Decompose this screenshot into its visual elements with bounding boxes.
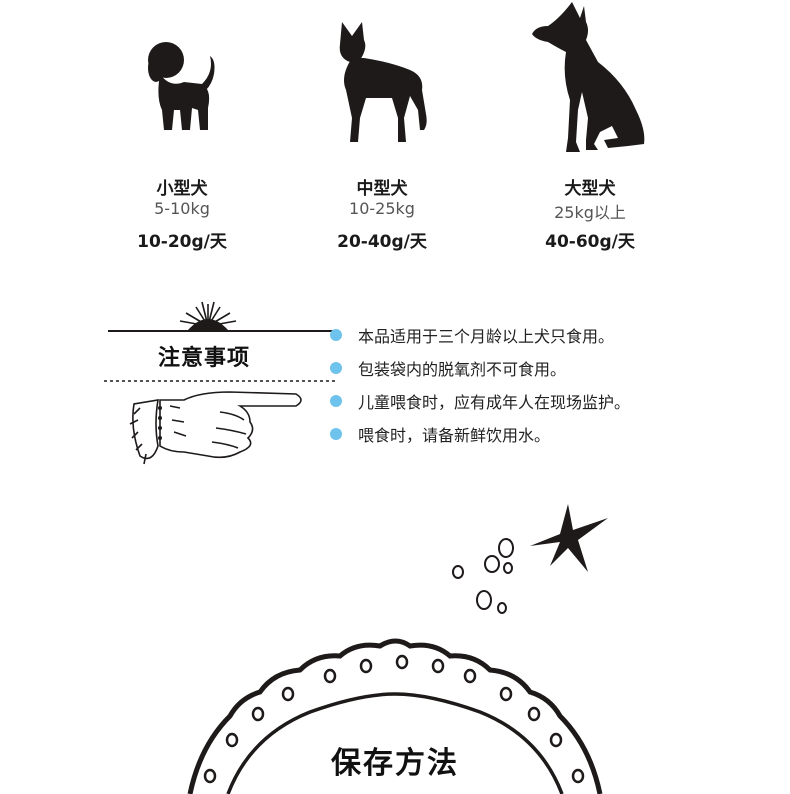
bullet-dot — [330, 361, 342, 374]
medium-dog-silhouette — [339, 22, 427, 142]
storage-badge-frame — [187, 638, 603, 794]
large-dog-silhouette — [532, 2, 645, 152]
notice-title: 注意事项 — [158, 346, 251, 371]
dog-size-label: 小型犬 — [156, 179, 208, 199]
sparkle-icon — [530, 504, 608, 572]
bullet-dot — [330, 394, 342, 407]
list-item: 本品适用于三个月龄以上犬只食用。 — [330, 318, 630, 351]
dog-weight-range: 25kg以上 — [554, 203, 626, 222]
small-dog-silhouette — [148, 42, 215, 130]
notice-text: 儿童喂食时，应有成年人在现场监护。 — [358, 392, 631, 412]
storage-title: 保存方法 — [331, 746, 459, 781]
dog-feeding-amount: 40-60g/天 — [545, 232, 635, 252]
notice-list: 本品适用于三个月龄以上犬只食用。 包装袋内的脱氧剂不可食用。 儿童喂食时，应有成… — [330, 318, 630, 450]
notice-text: 本品适用于三个月龄以上犬只食用。 — [358, 326, 615, 346]
dog-weight-range: 5-10kg — [154, 199, 210, 218]
bullet-dot — [330, 328, 342, 341]
dog-size-label: 中型犬 — [356, 179, 408, 199]
dog-feeding-amount: 10-20g/天 — [137, 232, 227, 252]
list-item: 儿童喂食时，应有成年人在现场监护。 — [330, 384, 630, 417]
dog-weight-range: 10-25kg — [349, 199, 415, 218]
dog-feeding-amount: 20-40g/天 — [337, 232, 427, 252]
bullet-dot — [330, 427, 342, 440]
list-item: 喂食时，请备新鲜饮用水。 — [330, 417, 630, 450]
dog-size-label: 大型犬 — [564, 179, 616, 199]
notice-text: 喂食时，请备新鲜饮用水。 — [358, 425, 551, 445]
notice-header-decoration — [104, 301, 336, 465]
bubbles-decoration — [452, 538, 514, 614]
list-item: 包装袋内的脱氧剂不可食用。 — [330, 351, 630, 384]
notice-text: 包装袋内的脱氧剂不可食用。 — [358, 359, 567, 379]
